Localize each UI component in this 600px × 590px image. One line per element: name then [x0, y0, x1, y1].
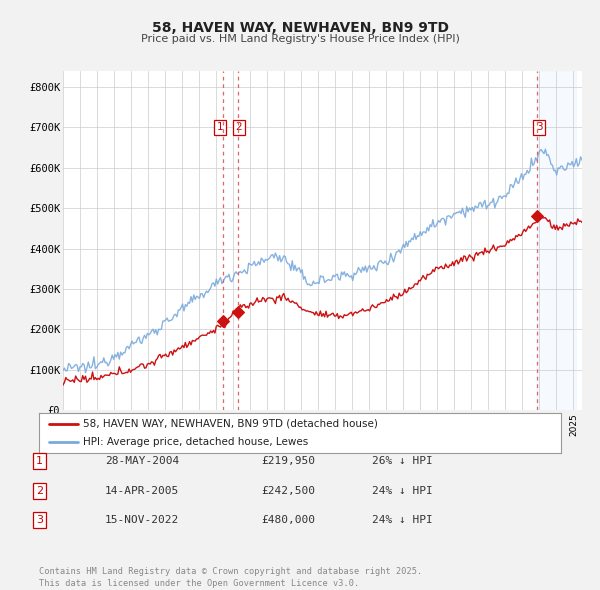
Text: 2: 2: [235, 122, 242, 132]
Text: Contains HM Land Registry data © Crown copyright and database right 2025.
This d: Contains HM Land Registry data © Crown c…: [39, 567, 422, 588]
Text: 3: 3: [536, 122, 542, 132]
Text: 14-APR-2005: 14-APR-2005: [105, 486, 179, 496]
Text: 3: 3: [36, 516, 43, 525]
Point: [233, 307, 243, 317]
Text: £219,950: £219,950: [261, 457, 315, 466]
Text: 1: 1: [36, 457, 43, 466]
Point: [218, 316, 228, 326]
Bar: [537, 71, 577, 410]
Text: 15-NOV-2022: 15-NOV-2022: [105, 516, 179, 525]
Text: 2: 2: [36, 486, 43, 496]
Text: 58, HAVEN WAY, NEWHAVEN, BN9 9TD (detached house): 58, HAVEN WAY, NEWHAVEN, BN9 9TD (detach…: [83, 419, 378, 429]
Text: 1: 1: [217, 122, 223, 132]
Text: £480,000: £480,000: [261, 516, 315, 525]
Text: 26% ↓ HPI: 26% ↓ HPI: [372, 457, 433, 466]
Text: 58, HAVEN WAY, NEWHAVEN, BN9 9TD: 58, HAVEN WAY, NEWHAVEN, BN9 9TD: [151, 21, 449, 35]
Text: HPI: Average price, detached house, Lewes: HPI: Average price, detached house, Lewe…: [83, 437, 308, 447]
Text: Price paid vs. HM Land Registry's House Price Index (HPI): Price paid vs. HM Land Registry's House …: [140, 34, 460, 44]
Text: 24% ↓ HPI: 24% ↓ HPI: [372, 516, 433, 525]
Text: 28-MAY-2004: 28-MAY-2004: [105, 457, 179, 466]
Text: 24% ↓ HPI: 24% ↓ HPI: [372, 486, 433, 496]
Text: £242,500: £242,500: [261, 486, 315, 496]
Point: [532, 211, 542, 221]
